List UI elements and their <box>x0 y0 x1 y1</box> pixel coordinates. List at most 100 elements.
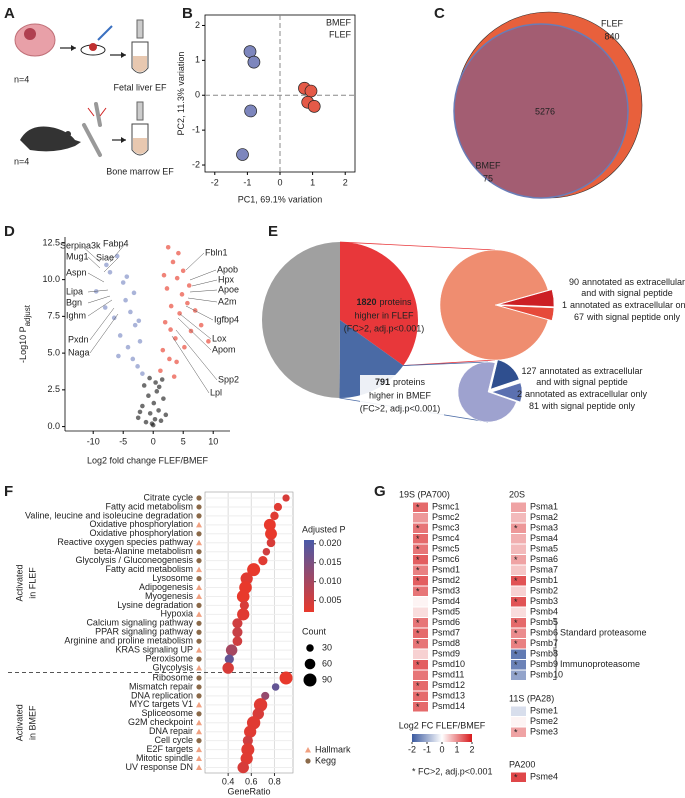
y-tick-label: 7.5 <box>47 311 60 321</box>
colorbar-label: 1 <box>454 744 459 754</box>
annotation-leader <box>87 272 105 283</box>
significance-marker: * <box>416 681 420 691</box>
annotation-leader <box>179 313 212 340</box>
row-label: Psme4 <box>530 772 558 782</box>
point <box>128 309 133 315</box>
bracket-label: Immunoproteasome <box>560 659 640 669</box>
x-axis-label: Log2 fold change FLEF/BMEF <box>87 455 209 465</box>
dot <box>237 761 249 774</box>
gene-label: Siae <box>96 252 114 262</box>
heat-cell <box>413 660 428 670</box>
row-label: Psmb10 <box>530 670 563 680</box>
row-label: Psmd12 <box>432 680 465 690</box>
point <box>147 411 153 416</box>
annotation-leader <box>87 299 113 317</box>
significance-marker: * <box>514 671 518 681</box>
heat-cell <box>413 691 428 701</box>
row-label: Psmd13 <box>432 691 465 701</box>
set-name: BMEF <box>475 160 501 170</box>
term-label: PPAR signaling pathway <box>95 627 193 637</box>
heat-cell <box>511 586 526 596</box>
row-label: Psmb5 <box>530 617 558 627</box>
x-tick-label: -10 <box>87 436 100 446</box>
term-label: Glycolysis <box>152 662 193 672</box>
legend-title: Adjusted P <box>302 524 346 534</box>
colorbar <box>304 540 314 612</box>
dot <box>261 691 270 700</box>
x-tick-label: 1 <box>310 177 315 187</box>
subpie-count: 81 <box>529 401 539 411</box>
significance-marker: * <box>416 503 420 513</box>
x-tick-label: 0.6 <box>245 776 258 786</box>
point <box>244 104 258 118</box>
row-label: Psmb7 <box>530 638 558 648</box>
gene-label: Apoe <box>218 284 239 294</box>
dot <box>240 752 253 765</box>
subpie-label-text: and with signal peptide <box>536 377 628 387</box>
dot <box>271 683 280 691</box>
term-label: DNA replication <box>131 690 193 700</box>
pie-label-text: proteins <box>393 377 426 387</box>
sample-label: Bone marrow EF <box>106 166 174 176</box>
term-label: G2M checkpoint <box>128 717 194 727</box>
connector <box>403 361 489 366</box>
legend-label: BMEF <box>326 17 352 27</box>
point <box>151 400 157 406</box>
significance-marker: * <box>416 555 420 565</box>
point <box>146 393 151 399</box>
pie-label: (FC>2, adj.p<0.001) <box>344 323 425 333</box>
term-label: Myogenesis <box>145 591 194 601</box>
point <box>111 315 117 321</box>
point <box>156 408 161 413</box>
panel-label: G <box>374 483 386 500</box>
heat-cell <box>413 502 428 512</box>
point <box>135 364 140 369</box>
subpie-label: 127 annotated as extracellular <box>521 366 642 376</box>
source-marker <box>196 539 202 546</box>
subpie-count: 127 <box>521 366 536 376</box>
group-label: Activated <box>14 704 24 741</box>
source-marker <box>196 558 202 564</box>
y-tick-label: -1 <box>192 125 200 135</box>
row-label: Psmd1 <box>432 565 460 575</box>
source-marker <box>196 504 202 510</box>
tube-fluid <box>133 56 147 72</box>
row-label: Psme3 <box>530 727 558 737</box>
source-marker <box>196 602 202 609</box>
source-marker <box>196 711 202 717</box>
arrow-head <box>71 45 76 51</box>
y-axis-label: PC2, 11.3% variation <box>176 52 186 136</box>
x-tick-label: -2 <box>211 177 219 187</box>
heat-cell <box>511 555 526 565</box>
row-label: Psmd6 <box>432 617 460 627</box>
heat-cell <box>511 523 526 533</box>
source-marker <box>196 521 202 528</box>
row-label: Psmc3 <box>432 523 460 533</box>
significance-marker: * <box>514 650 518 660</box>
point <box>167 356 172 362</box>
point <box>123 297 128 303</box>
row-label: Psma4 <box>530 533 558 543</box>
colorbar-label: 0 <box>439 744 444 754</box>
subpie-count: 90 <box>569 277 579 287</box>
x-tick-label: 10 <box>208 436 218 446</box>
significance-marker: * <box>416 639 420 649</box>
size-label: 30 <box>322 642 332 652</box>
set-count: 75 <box>483 173 493 183</box>
term-label: UV response DN <box>125 762 193 772</box>
pie-label: (FC>2, adj.p<0.001) <box>360 403 441 413</box>
point <box>154 389 160 394</box>
point <box>140 371 145 376</box>
heat-cell <box>511 772 526 782</box>
bone-icon <box>94 102 102 127</box>
panel-a-diagram: n=4 Fetal liver EF n=4 Bone marrow EF <box>14 19 174 176</box>
subpie-slice <box>498 305 555 321</box>
size-key <box>304 658 316 670</box>
point <box>179 292 185 297</box>
point <box>116 353 121 359</box>
term-label: Spliceosome <box>141 708 193 718</box>
subpie-label: 81 with signal peptide only <box>529 401 636 411</box>
sample-size: n=4 <box>14 74 29 84</box>
pie-label: 791 proteins <box>375 377 426 387</box>
dot <box>247 563 261 577</box>
